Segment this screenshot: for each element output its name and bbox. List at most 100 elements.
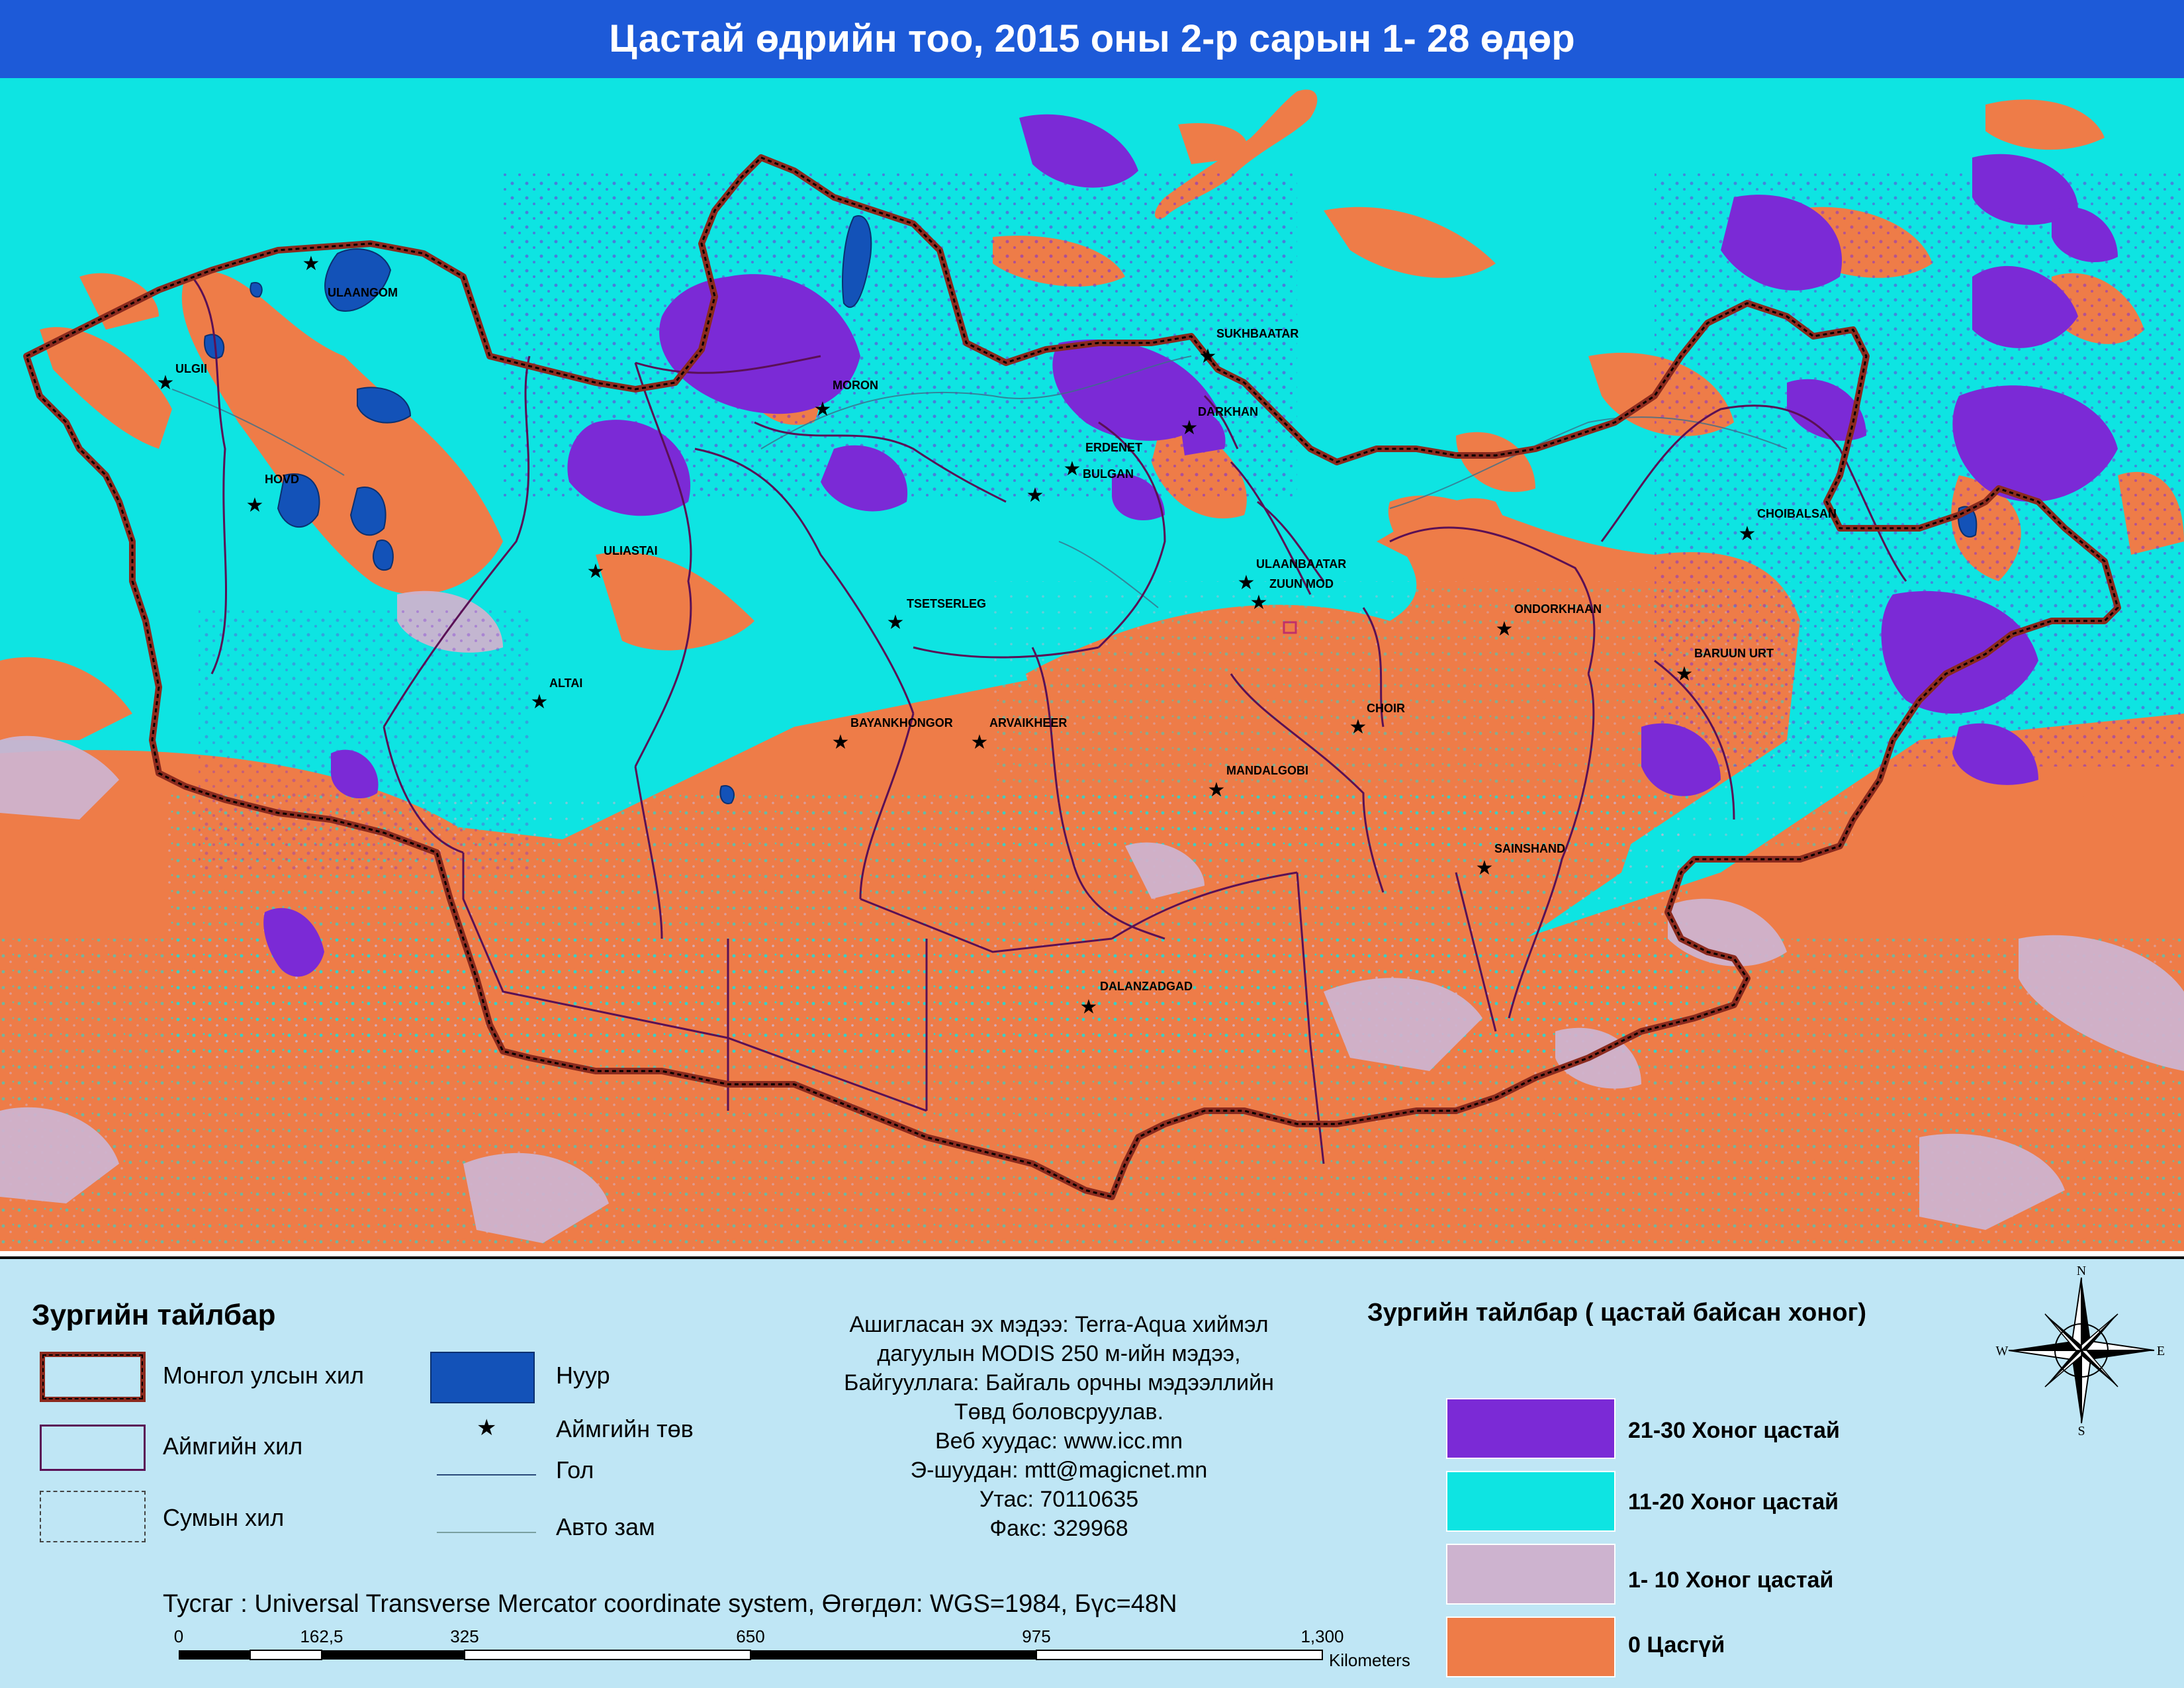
snow-1-10-days-areas — [0, 590, 2184, 1243]
scale-tick: 1,300 — [1300, 1626, 1343, 1646]
scale-tick: 325 — [450, 1626, 478, 1646]
map-title: Цастай өдрийн тоо, 2015 оны 2-р сарын 1-… — [609, 17, 1575, 60]
city-zuun-mod: ★ZUUN MOD — [1250, 577, 1334, 614]
scale-bar-segments — [179, 1650, 1323, 1660]
city-tsetserleg: ★TSETSERLEG — [887, 597, 986, 633]
svg-text:DALANZADGAD: DALANZADGAD — [1100, 980, 1193, 993]
svg-text:★: ★ — [832, 731, 850, 753]
city-sukhbaatar: ★ SUKHBAATAR — [1199, 327, 1299, 367]
compass-s: S — [2077, 1424, 2085, 1436]
info-line: Төвд боловсруулав. — [954, 1399, 1164, 1425]
scale-tick: 0 — [174, 1626, 183, 1646]
svg-text:★: ★ — [814, 399, 832, 420]
compass-star — [2008, 1277, 2155, 1424]
city-uliastai: ★ ULIASTAI — [587, 544, 658, 583]
aimag-borders — [191, 276, 1907, 1164]
svg-text:★: ★ — [246, 494, 264, 516]
svg-text:★: ★ — [587, 561, 605, 583]
legend-river-label: Гол — [556, 1456, 594, 1483]
svg-text:DARKHAN: DARKHAN — [1198, 405, 1258, 418]
aimag-border-symbol — [40, 1425, 146, 1471]
legend-road-label: Авто зам — [556, 1513, 655, 1540]
scale-unit: Kilometers — [1329, 1650, 1410, 1670]
class-1-10-swatch — [1446, 1544, 1615, 1605]
svg-text:HOVD: HOVD — [265, 473, 299, 486]
svg-text:★: ★ — [1208, 779, 1226, 801]
scale-bar: 0 162,5 325 650 975 1,300 Kilometers — [174, 1626, 1410, 1670]
svg-text:ULGII: ULGII — [175, 362, 207, 375]
svg-text:★: ★ — [1080, 996, 1098, 1018]
svg-text:★: ★ — [1496, 618, 1514, 640]
scale-tick: 975 — [1022, 1626, 1050, 1646]
lakes — [204, 215, 1978, 804]
projection-text: Тусгаг : Universal Transverse Mercator c… — [163, 1590, 1177, 1618]
svg-text:★: ★ — [1026, 485, 1044, 506]
compass-n: N — [2077, 1264, 2086, 1278]
legend-right-title: Зургийн тайлбар ( цастай байсан хоног) — [1367, 1299, 1867, 1327]
city-ulaangom: ★ ULAANGOM — [302, 253, 398, 299]
national-border-symbol — [40, 1352, 146, 1402]
svg-text:ONDORKHAAN: ONDORKHAAN — [1514, 602, 1602, 616]
svg-text:ARVAIKHEER: ARVAIKHEER — [989, 716, 1067, 729]
svg-text:MORON: MORON — [833, 379, 878, 392]
svg-text:TSETSERLEG: TSETSERLEG — [907, 597, 986, 610]
data-source-info: Ашигласан эх мэдээ: Terra-Aqua хиймэл да… — [728, 1310, 1390, 1543]
city-sainshand: ★SAINSHAND — [1476, 842, 1565, 879]
svg-text:ULAANBAATAR: ULAANBAATAR — [1256, 557, 1346, 571]
city-dalanzadgad: ★DALANZADGAD — [1080, 980, 1193, 1018]
svg-text:★: ★ — [1349, 716, 1367, 738]
city-arvaikheer: ★ARVAIKHEER — [971, 716, 1068, 753]
city-hovd: ★HOVD — [246, 473, 299, 516]
compass-rose: N S E W — [1996, 1264, 2165, 1436]
svg-text:★: ★ — [1181, 417, 1199, 439]
title-bar: Цастай өдрийн тоо, 2015 оны 2-р сарын 1-… — [0, 0, 2184, 78]
info-phone: Утас: 70110635 — [979, 1487, 1139, 1512]
info-line: Байгууллага: Байгаль орчны мэдээллийн — [844, 1370, 1274, 1395]
map-frame: ★ ULAANGOM ★ ULGII ★ HOVD ★ MORON ★ SUKHBAATA… — [0, 78, 2184, 1251]
svg-text:CHOIR: CHOIR — [1367, 702, 1405, 715]
city-bayankhongor: ★BAYANKHONGOR — [832, 716, 953, 753]
city-baruun-urt: ★BARUUN URT — [1676, 647, 1774, 685]
svg-text:★: ★ — [1199, 346, 1217, 367]
speckle-texture — [0, 581, 2184, 1250]
snow-cover-map: ★ULAANGOM ★ULGII ★HOVD ★MORON ★SUKHBAATA… — [0, 78, 2184, 1251]
city-choibalsan: ★CHOIBALSAN — [1739, 507, 1837, 545]
lake-symbol — [430, 1352, 535, 1403]
city-erdenet: ★ ERDENET — [1064, 441, 1142, 480]
class-21-30-swatch — [1446, 1398, 1615, 1459]
class-1-10-label: 1- 10 Хоног цастай — [1628, 1568, 1834, 1593]
city-darkhan: ★DARKHAN — [1181, 405, 1258, 439]
city-ulaanbaatar: ★ULAANBAATAR — [1238, 557, 1347, 594]
svg-text:★: ★ — [302, 253, 320, 275]
legend-left-title: Зургийн тайлбар — [32, 1299, 276, 1331]
class-11-20-label: 11-20 Хоног цастай — [1628, 1489, 1839, 1515]
city-altai: ★ALTAI — [531, 677, 583, 713]
city-bulgan: ★ BULGAN — [1026, 467, 1134, 506]
city-ondorkhaan: ★ONDORKHAAN — [1496, 602, 1602, 640]
river-symbol — [437, 1474, 536, 1476]
compass-e: E — [2157, 1344, 2165, 1358]
legend-panel: Зургийн тайлбар Монгол улсын хил Аймгийн… — [0, 1256, 2184, 1688]
aimag-centers: ★ULAANGOM ★ULGII ★HOVD ★MORON ★SUKHBAATA… — [157, 253, 1837, 1018]
svg-text:★: ★ — [531, 691, 549, 713]
svg-text:BARUUN URT: BARUUN URT — [1694, 647, 1774, 660]
city-choir: ★CHOIR — [1349, 702, 1405, 738]
class-0-label: 0 Цасгүй — [1628, 1632, 1725, 1658]
svg-text:★: ★ — [1739, 523, 1756, 545]
info-email: Э-шуудан: mtt@magicnet.mn — [910, 1458, 1208, 1483]
svg-text:ALTAI: ALTAI — [549, 677, 582, 690]
svg-text:BAYANKHONGOR: BAYANKHONGOR — [850, 716, 953, 729]
legend-soum-border-label: Сумын хил — [163, 1504, 285, 1531]
city-mandalgobi: ★MANDALGOBI — [1208, 764, 1308, 801]
svg-text:★: ★ — [1476, 857, 1494, 879]
svg-text:ERDENET: ERDENET — [1085, 441, 1142, 454]
road-symbol — [437, 1532, 536, 1533]
svg-text:ULIASTAI: ULIASTAI — [604, 544, 658, 557]
svg-text:ZUUN MOD: ZUUN MOD — [1269, 577, 1334, 590]
svg-text:MANDALGOBI: MANDALGOBI — [1226, 764, 1308, 777]
city-ulgii: ★ULGII — [157, 362, 207, 394]
aimag-center-symbol: ★ — [477, 1415, 497, 1440]
info-line: дагуулын MODIS 250 м-ийн мэдээ, — [877, 1341, 1241, 1366]
info-fax: Факс: 329968 — [989, 1516, 1128, 1541]
soum-border-symbol — [40, 1491, 146, 1542]
